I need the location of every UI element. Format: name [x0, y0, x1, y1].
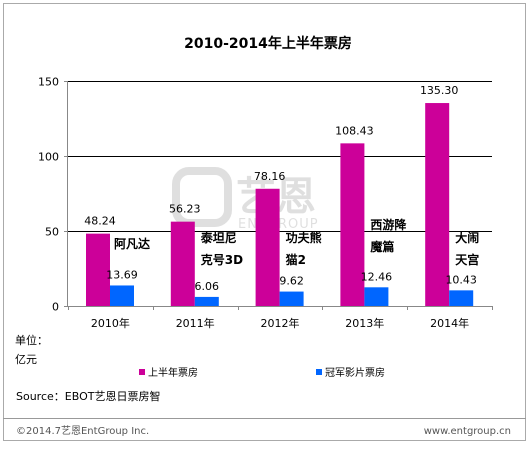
bar-first-half-boxoffice [170, 221, 195, 306]
value-label-first-half: 108.43 [335, 124, 374, 137]
website-text: www.entgroup.cn [424, 426, 511, 437]
film-annotation: 大闹 [455, 230, 479, 245]
bar-champion-film-boxoffice [194, 296, 219, 306]
chart-title: 2010-2014年上半年票房 [184, 35, 352, 52]
film-annotation: 西游降 [370, 217, 407, 232]
y-tick-label: 150 [38, 76, 59, 89]
source-text: Source：EBOT艺恩日票房智 [16, 389, 160, 403]
bar-champion-film-boxoffice [110, 285, 134, 306]
bar-champion-film-boxoffice [449, 290, 474, 306]
film-annotation: 泰坦尼 [200, 230, 237, 245]
film-annotation: 阿凡达 [114, 236, 150, 251]
y-tick-label: 0 [52, 301, 59, 314]
value-label-first-half: 135.30 [420, 84, 459, 97]
value-label-first-half: 56.23 [169, 203, 201, 216]
legend-swatch-first-half [139, 369, 145, 375]
unit-label-line1: 单位： [15, 333, 48, 347]
film-annotation: 猫2 [286, 252, 306, 267]
bar-champion-film-boxoffice [279, 291, 304, 306]
legend-label-first-half: 上半年票房 [148, 366, 198, 379]
y-tick-label: 100 [38, 151, 59, 164]
value-label-first-half: 48.24 [84, 215, 116, 228]
film-annotation: 功夫熊 [286, 230, 322, 245]
x-tick-label: 2010年 [91, 316, 130, 330]
bar-first-half-boxoffice [255, 188, 280, 306]
x-tick-label: 2011年 [176, 316, 215, 330]
bar-first-half-boxoffice [340, 143, 365, 306]
value-label-champion: 12.46 [361, 270, 393, 283]
value-label-champion: 9.62 [279, 275, 304, 288]
film-annotation: 魔篇 [370, 239, 394, 254]
film-annotation: 克号3D [201, 252, 243, 267]
value-label-first-half: 78.16 [254, 170, 286, 183]
value-label-champion: 10.43 [445, 273, 477, 286]
bar-first-half-boxoffice [425, 103, 450, 306]
film-annotation: 天宫 [455, 252, 479, 267]
value-label-champion: 13.69 [106, 268, 138, 281]
x-tick-label: 2012年 [261, 316, 300, 330]
bar-first-half-boxoffice [86, 233, 110, 306]
bar-champion-film-boxoffice [364, 287, 389, 306]
legend-swatch-champion [316, 369, 322, 375]
y-tick-label: 50 [45, 226, 59, 239]
value-label-champion: 6.06 [195, 280, 220, 293]
chart-border [3, 3, 526, 441]
watermark-logo: 艺恩ENTGROUP [172, 167, 318, 232]
legend-label-champion: 冠军影片票房 [325, 366, 385, 379]
unit-label-line2: 亿元 [15, 353, 37, 366]
watermark-icon [172, 167, 232, 227]
x-tick-label: 2013年 [345, 316, 384, 330]
copyright-text: ©2014.7艺恩EntGroup Inc. [16, 425, 149, 437]
x-tick-label: 2014年 [430, 316, 469, 330]
